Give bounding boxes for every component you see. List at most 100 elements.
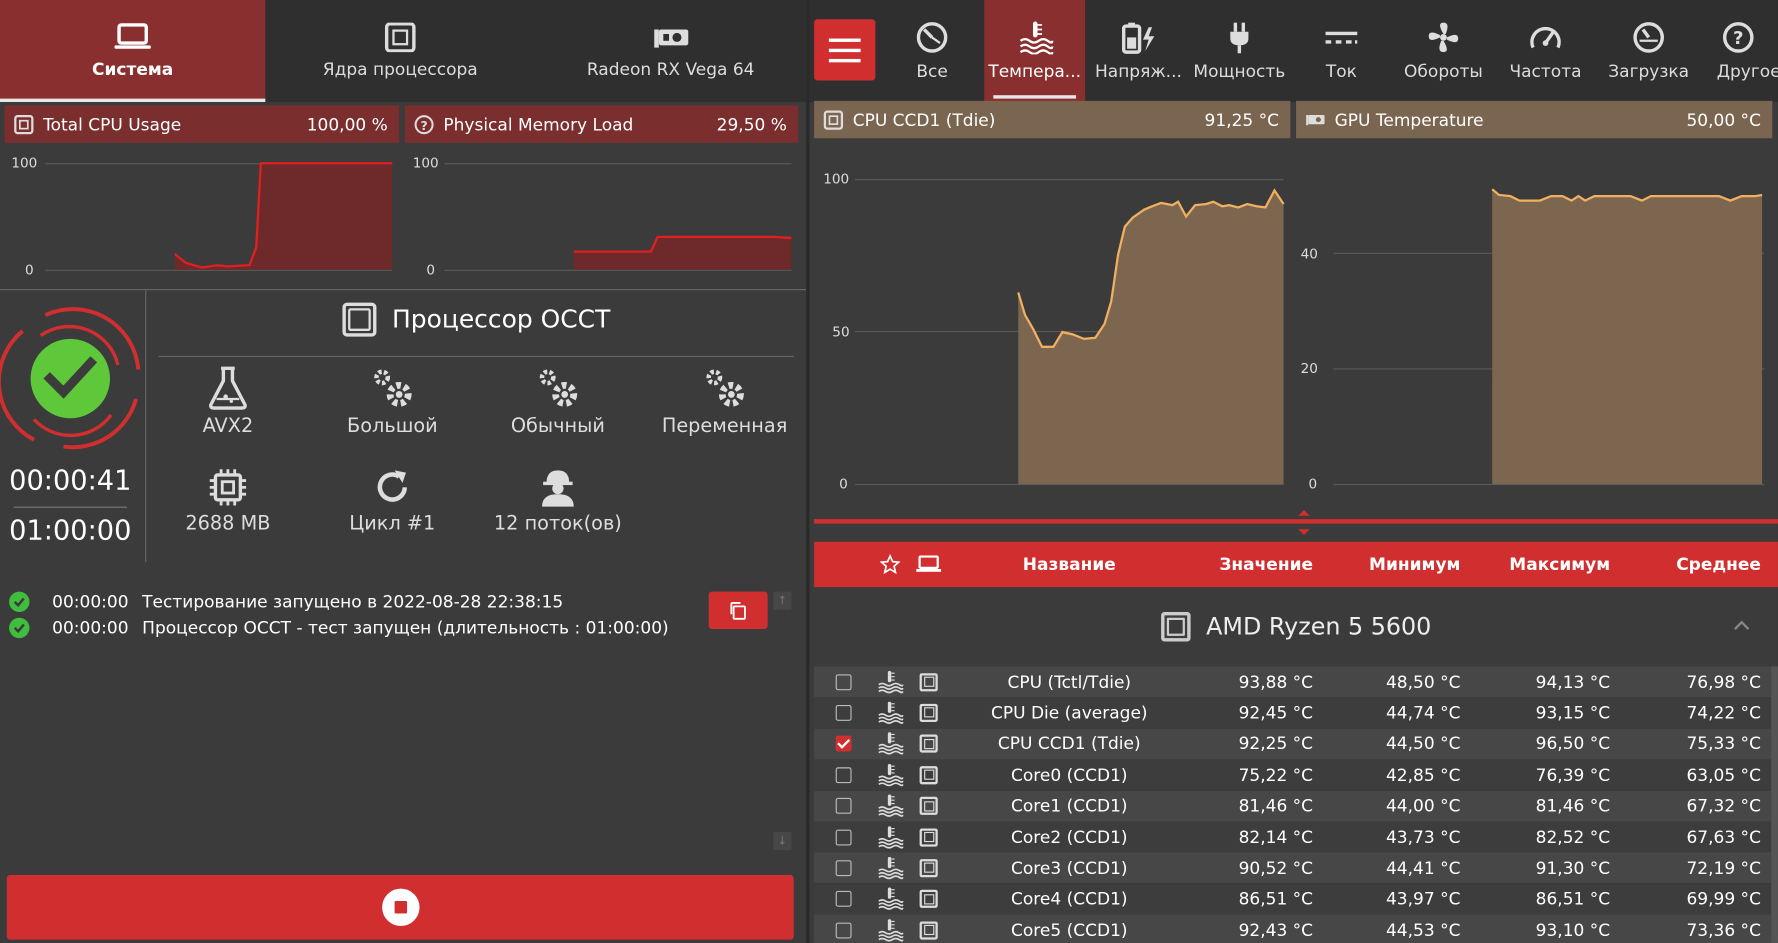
copy-icon xyxy=(730,601,746,620)
svg-text:?: ? xyxy=(420,117,427,132)
sensor-min: 43,97 °C xyxy=(1385,888,1461,910)
device-group-header[interactable]: AMD Ryzen 5 5600 xyxy=(814,587,1778,666)
device-group-title: AMD Ryzen 5 5600 xyxy=(1206,613,1432,641)
laptop-icon[interactable] xyxy=(916,542,942,587)
row-checkbox[interactable] xyxy=(835,891,852,908)
tab-current[interactable]: Ток xyxy=(1293,0,1391,102)
row-checkbox[interactable] xyxy=(835,860,852,876)
tab-temperature[interactable]: Темпера... xyxy=(984,0,1086,103)
sensor-avg: 69,99 °C xyxy=(1686,888,1761,910)
sensor-max: 91,30 °C xyxy=(1535,857,1611,879)
sensor-avg: 75,33 °C xyxy=(1686,733,1761,755)
table-row[interactable]: Core1 (CCD1) 81,46 °C 44,00 °C 81,46 °C … xyxy=(814,790,1772,822)
tab-voltage[interactable]: Напряж... xyxy=(1091,0,1186,102)
cpu-usage-ymax: 100 xyxy=(11,155,38,172)
column-avg[interactable]: Среднее xyxy=(1676,554,1761,575)
question-circle-icon: ? xyxy=(414,114,434,134)
sensor-avg: 67,32 °C xyxy=(1686,795,1761,817)
chart-table-splitter[interactable] xyxy=(814,519,1778,524)
table-scrollbar[interactable] xyxy=(1771,666,1778,943)
row-checkbox[interactable] xyxy=(835,829,852,845)
load-dial-icon xyxy=(1633,22,1664,53)
memory-load-header: ? Physical Memory Load 29,50 % xyxy=(404,105,799,143)
tab-gpu[interactable]: Radeon RX Vega 64 xyxy=(535,0,806,102)
tab-label: Другое xyxy=(1716,61,1778,82)
cpu-icon xyxy=(919,672,938,691)
cpu-usage-value: 100,00 % xyxy=(306,113,388,135)
column-name[interactable]: Название xyxy=(1022,554,1116,575)
sensor-value: 92,45 °C xyxy=(1238,702,1314,723)
sensor-min: 42,85 °C xyxy=(1385,764,1461,786)
log-entry: 00:00:00 Тестирование запущено в 2022-08… xyxy=(9,591,563,613)
timer-divider xyxy=(13,506,127,508)
tab-frequency[interactable]: Частота xyxy=(1497,0,1595,102)
tab-cpu-cores[interactable]: Ядра процессора xyxy=(265,0,535,102)
table-row[interactable]: Core0 (CCD1) 75,22 °C 42,85 °C 76,39 °C … xyxy=(814,759,1772,791)
table-row[interactable]: CPU CCD1 (Tdie) 92,25 °C 44,50 °C 96,50 … xyxy=(814,728,1772,760)
cpu-icon xyxy=(919,921,938,940)
table-row[interactable]: Core3 (CCD1) 90,52 °C 44,41 °C 91,30 °C … xyxy=(814,852,1772,884)
option-instruction-set: AVX2 xyxy=(149,365,308,438)
cpu-temp-title: CPU CCD1 (Tdie) xyxy=(852,109,996,130)
row-checkbox[interactable] xyxy=(835,735,852,752)
menu-button[interactable] xyxy=(814,19,876,81)
memory-load-ymin: 0 xyxy=(426,261,436,278)
tab-fans[interactable]: Обороты xyxy=(1395,0,1493,102)
cpu-usage-header: Total CPU Usage 100,00 % xyxy=(4,105,400,143)
copy-log-button[interactable] xyxy=(708,591,768,630)
log-scroll-down[interactable]: ↓ xyxy=(773,831,792,851)
cpu-temp-value: 91,25 °C xyxy=(1204,109,1280,130)
row-checkbox[interactable] xyxy=(835,704,852,721)
tab-power[interactable]: Мощность xyxy=(1191,0,1289,102)
memory-load-gridline-top xyxy=(444,163,792,165)
table-row[interactable]: Core4 (CCD1) 86,51 °C 43,97 °C 86,51 °C … xyxy=(814,883,1772,915)
status-separator xyxy=(145,290,147,563)
tab-load[interactable]: Загрузка xyxy=(1599,0,1699,102)
memory-load-value: 29,50 % xyxy=(716,113,787,135)
laptop-icon xyxy=(114,23,151,49)
tab-other[interactable]: ? Другое xyxy=(1703,0,1778,102)
cpu-icon xyxy=(384,22,416,53)
cpu-usage-area xyxy=(174,163,393,270)
right-pane: Все Темпера... Напряж... Мощность Ток Об… xyxy=(809,0,1778,943)
pane-divider[interactable] xyxy=(806,0,810,943)
option-label: Обычный xyxy=(510,414,605,438)
gpu-icon xyxy=(653,29,688,48)
favorite-column-star-icon[interactable] xyxy=(879,542,901,587)
row-checkbox[interactable] xyxy=(835,798,852,814)
cpu-temp-chart xyxy=(1017,188,1285,484)
speedometer-icon xyxy=(1530,26,1561,49)
cpu-temp-gridline xyxy=(854,330,1284,333)
elapsed-time: 00:00:41 xyxy=(9,464,132,497)
column-max[interactable]: Максимум xyxy=(1509,554,1611,575)
chevron-up-icon[interactable] xyxy=(1733,619,1751,633)
row-checkbox[interactable] xyxy=(835,673,852,690)
tab-label: Мощность xyxy=(1193,61,1286,82)
fan-icon xyxy=(1428,22,1459,53)
stop-test-button[interactable] xyxy=(6,874,794,940)
row-checkbox[interactable] xyxy=(835,766,852,783)
sensor-min: 44,50 °C xyxy=(1385,733,1461,755)
cpu-temp-tick: 0 xyxy=(839,476,848,492)
tab-all[interactable]: Все xyxy=(882,0,982,102)
splitter-handle-icon[interactable] xyxy=(1297,509,1311,536)
sensor-tab-bar: Все Темпера... Напряж... Мощность Ток Об… xyxy=(809,0,1778,103)
gpu-temp-gridline xyxy=(1333,483,1765,486)
checkmark-icon xyxy=(43,356,98,399)
gpu-temp-header: GPU Temperature 50,00 °C xyxy=(1296,100,1773,139)
column-value[interactable]: Значение xyxy=(1219,554,1314,575)
cpu-icon xyxy=(919,858,938,878)
gears-icon xyxy=(706,369,744,407)
gpu-temp-value: 50,00 °C xyxy=(1686,109,1761,130)
log-scroll-up[interactable]: ↑ xyxy=(773,591,792,610)
table-row[interactable]: Core2 (CCD1) 82,14 °C 43,73 °C 82,52 °C … xyxy=(814,821,1772,853)
column-min[interactable]: Минимум xyxy=(1369,554,1461,575)
thermometer-icon xyxy=(878,918,904,942)
table-row[interactable]: CPU Die (average) 92,45 °C 44,74 °C 93,1… xyxy=(814,697,1772,729)
table-row[interactable]: CPU (Tctl/Tdie) 93,88 °C 48,50 °C 94,13 … xyxy=(814,666,1772,698)
tab-system[interactable]: Система xyxy=(0,0,266,103)
option-label: AVX2 xyxy=(202,414,254,438)
table-row[interactable]: Core5 (CCD1) 92,43 °C 44,53 °C 93,10 °C … xyxy=(814,914,1772,943)
tab-cpu-cores-label: Ядра процессора xyxy=(322,58,478,80)
row-checkbox[interactable] xyxy=(835,922,852,939)
